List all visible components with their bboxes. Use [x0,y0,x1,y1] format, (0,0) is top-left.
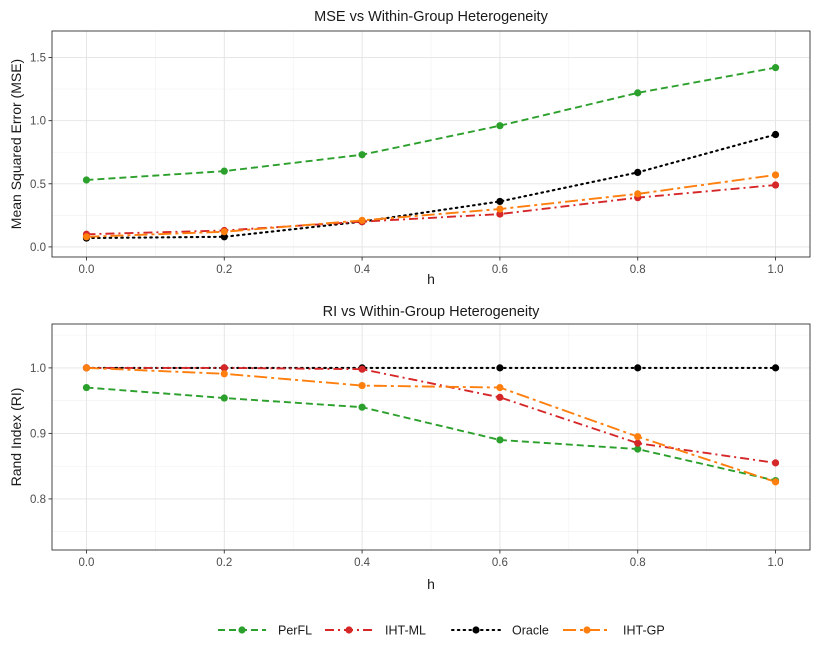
data-point-iht-ml [496,394,503,401]
legend-label-iht-ml: IHT-ML [385,624,426,638]
data-point-oracle [496,198,503,205]
data-point-oracle [634,364,641,371]
data-point-iht-gp [496,205,503,212]
y-tick-label: 1.0 [30,116,46,128]
data-point-perfl [83,384,90,391]
chart-panel-1: 0.0 0.2 0.4 0.6 0.8 1.0 0.0 0.5 1.0 1.5 MSE vs Wit… [8,9,810,287]
legend-item-iht-gp: IHT-GP [563,624,665,638]
x-tick-label: 0.2 [216,557,232,569]
data-point-iht-gp [772,478,779,485]
data-point-perfl [634,89,641,96]
data-point-perfl [221,168,228,175]
legend-label-iht-gp: IHT-GP [623,624,665,638]
data-point-iht-gp [634,190,641,197]
data-point-perfl [772,64,779,71]
x-tick-label: 0.6 [492,264,508,276]
x-axis-title: h [427,576,435,592]
data-point-iht-gp [221,370,228,377]
legend-point-perfl [238,626,245,633]
data-point-perfl [496,122,503,129]
data-point-iht-ml [358,366,365,373]
y-tick-label: 0.0 [30,242,46,254]
legend-label-oracle: Oracle [512,624,549,638]
chart-title: RI vs Within-Group Heterogeneity [323,304,541,320]
legend-item-oracle: Oracle [452,624,549,638]
x-tick-label: 1.0 [768,557,784,569]
y-tick-label: 0.5 [30,179,46,191]
data-point-iht-ml [772,181,779,188]
data-point-iht-gp [634,433,641,440]
y-tick-label: 0.9 [30,428,46,440]
legend-label-perfl: PerFL [278,624,312,638]
data-point-iht-ml [772,459,779,466]
data-point-perfl [83,176,90,183]
x-tick-label: 0.0 [78,557,94,569]
x-axis-title: h [427,271,435,287]
data-point-iht-gp [83,364,90,371]
y-tick-label: 1.0 [30,363,46,375]
data-point-perfl [496,436,503,443]
data-point-iht-gp [496,384,503,391]
data-point-oracle [496,364,503,371]
data-point-perfl [221,394,228,401]
x-tick-label: 0.0 [78,264,94,276]
chart-title: MSE vs Within-Group Heterogeneity [314,9,548,25]
y-axis-title: Rand Index (RI) [8,388,24,487]
y-tick-label: 1.5 [30,53,46,65]
legend-point-oracle [472,626,479,633]
data-point-oracle [772,364,779,371]
chart-panel-2: 0.0 0.2 0.4 0.6 0.8 1.0 0.8 0.9 1.0 RI vs Within-… [8,304,810,592]
data-point-iht-ml [634,440,641,447]
figure: 0.0 0.2 0.4 0.6 0.8 1.0 0.0 0.5 1.0 1.5 MSE vs Wit… [0,0,818,656]
x-tick-label: 0.8 [630,557,646,569]
data-point-iht-gp [83,233,90,240]
data-point-oracle [634,169,641,176]
x-tick-label: 0.4 [354,557,371,569]
legend: PerFL IHT-ML Oracle IHT-GP [218,624,665,638]
y-tick-label: 0.8 [30,494,46,506]
data-point-perfl [358,404,365,411]
data-point-iht-gp [772,171,779,178]
data-point-iht-gp [358,217,365,224]
x-tick-label: 0.8 [630,264,646,276]
y-axis-title: Mean Squared Error (MSE) [8,59,24,229]
legend-point-iht-ml [345,626,352,633]
data-point-oracle [772,131,779,138]
data-point-iht-gp [358,382,365,389]
x-tick-label: 0.6 [492,557,508,569]
x-tick-label: 0.2 [216,264,232,276]
data-point-iht-gp [221,228,228,235]
x-tick-label: 1.0 [768,264,784,276]
x-tick-label: 0.4 [354,264,371,276]
legend-item-iht-ml: IHT-ML [325,624,426,638]
data-point-perfl [358,151,365,158]
legend-point-iht-gp [583,626,590,633]
legend-item-perfl: PerFL [218,624,312,638]
